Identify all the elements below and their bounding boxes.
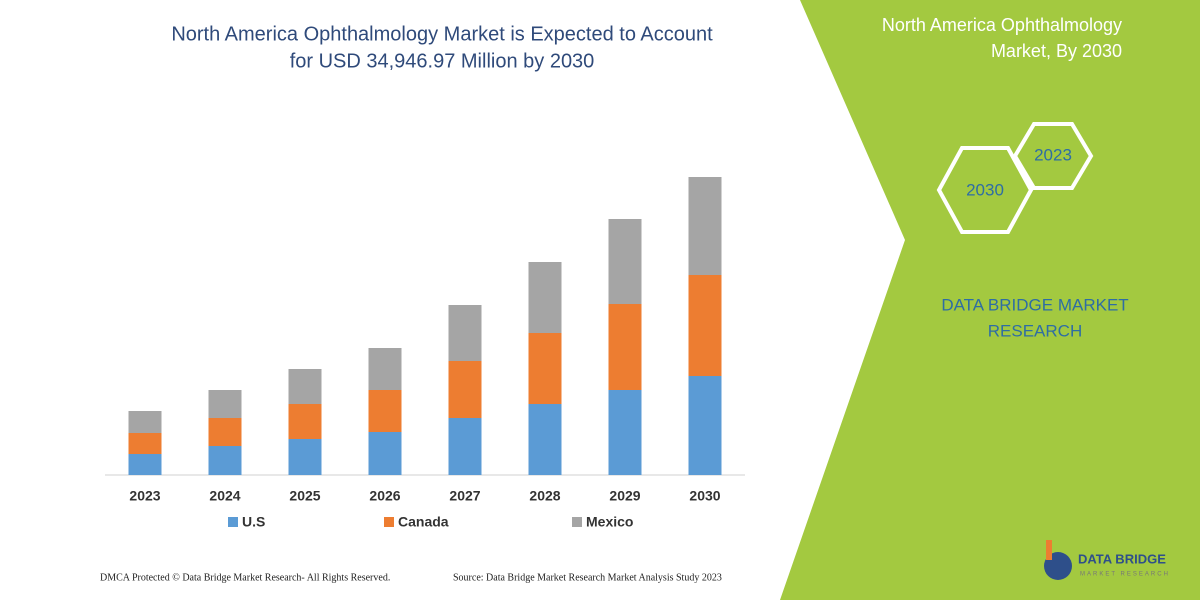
x-tick-label: 2029	[609, 488, 640, 504]
x-tick-label: 2028	[529, 488, 560, 504]
bar-segment	[528, 404, 562, 475]
bar-segment	[208, 446, 242, 475]
logo-tagline: MARKET RESEARCH	[1080, 572, 1170, 578]
bar-segment	[128, 411, 162, 433]
x-tick-label: 2024	[209, 488, 240, 504]
hexagon-year: 2023	[1034, 145, 1072, 164]
bar-segment	[608, 304, 642, 390]
hexagon	[936, 146, 1034, 234]
x-tick-label: 2026	[369, 488, 400, 504]
bar-segment	[368, 390, 402, 432]
bar-segment	[128, 433, 162, 454]
hexagon-year: 2030	[966, 180, 1004, 199]
bar-segment	[688, 177, 722, 275]
bar-segment	[368, 348, 402, 390]
x-tick-label: 2030	[689, 488, 720, 504]
x-tick-label: 2025	[289, 488, 320, 504]
bar-segment	[448, 418, 482, 475]
legend-label: Mexico	[586, 514, 633, 530]
legend-swatch	[384, 517, 394, 527]
bar-segment	[288, 404, 322, 439]
logo-name: DATA BRIDGE	[1078, 551, 1166, 566]
bar-segment	[528, 333, 562, 404]
logo-icon	[1046, 540, 1052, 560]
logo: DATA BRIDGE MARKET RESEARCH	[1044, 540, 1170, 580]
bar-segment	[448, 361, 482, 418]
chart-title: for USD 34,946.97 Million by 2030	[290, 50, 595, 72]
bar-segment	[128, 454, 162, 475]
brand-text: DATA BRIDGE MARKET	[941, 295, 1128, 314]
bar-segment	[448, 305, 482, 361]
bar-segment	[688, 376, 722, 475]
legend-label: Canada	[398, 514, 449, 530]
brand-text: RESEARCH	[988, 321, 1082, 340]
green-panel	[780, 0, 1200, 600]
bar-segment	[368, 432, 402, 475]
legend-label: U.S	[242, 514, 265, 530]
bar-segment	[208, 418, 242, 446]
bar-segment	[528, 262, 562, 333]
footer-source: Source: Data Bridge Market Research Mark…	[453, 572, 722, 583]
chart-title: North America Ophthalmology Market is Ex…	[171, 23, 713, 45]
panel-heading: Market, By 2030	[991, 41, 1122, 61]
bar-segment	[208, 390, 242, 418]
footer-copyright: DMCA Protected © Data Bridge Market Rese…	[100, 572, 390, 583]
panel-heading: North America Ophthalmology	[882, 15, 1122, 35]
x-tick-label: 2023	[129, 488, 160, 504]
bar-segment	[688, 275, 722, 376]
hexagon	[1012, 122, 1094, 190]
bar-segment	[288, 439, 322, 475]
legend-swatch	[572, 517, 582, 527]
bar-segment	[608, 390, 642, 475]
x-tick-label: 2027	[449, 488, 480, 504]
bar-segment	[288, 369, 322, 404]
legend-swatch	[228, 517, 238, 527]
bar-segment	[608, 219, 642, 304]
